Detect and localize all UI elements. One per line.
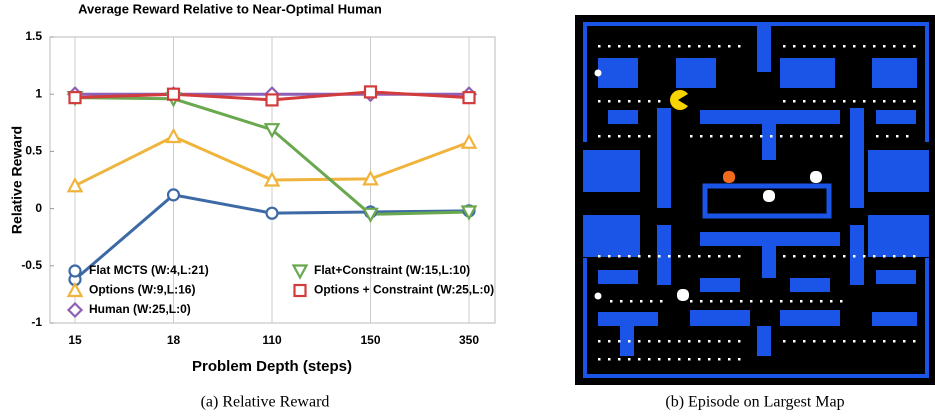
- legend-marker: [295, 285, 306, 296]
- y-tick-label: -0.5: [21, 258, 42, 272]
- x-tick-label: 350: [459, 333, 479, 347]
- data-point: [267, 208, 278, 219]
- legend-marker: [69, 284, 82, 296]
- legend-label: Flat MCTS (W:4,L:21): [89, 263, 209, 277]
- x-tick-label: 18: [167, 333, 181, 347]
- legend-label: Flat+Constraint (W:15,L:10): [314, 263, 470, 277]
- data-point: [168, 189, 179, 200]
- y-tick-label: 0: [35, 201, 42, 215]
- caption: (b) Episode on Largest Map: [665, 394, 844, 411]
- x-tick-label: 110: [262, 333, 282, 347]
- data-point: [69, 179, 82, 191]
- caption: (a) Relative Reward: [201, 394, 330, 411]
- data-point: [168, 89, 179, 100]
- y-tick-label: 0.5: [25, 144, 42, 158]
- x-axis-label: Problem Depth (steps): [192, 358, 352, 375]
- legend-label: Options + Constraint (W:25,L:0): [314, 283, 494, 297]
- legend-marker: [70, 266, 81, 277]
- legend-marker: [69, 304, 82, 317]
- y-axis-label: Relative Reward: [9, 126, 25, 234]
- chart-title: Average Reward Relative to Near-Optimal …: [78, 1, 382, 16]
- figure: Average Reward Relative to Near-Optimal …: [0, 0, 935, 417]
- data-point: [267, 94, 278, 105]
- y-tick-label: 1: [35, 86, 42, 100]
- pacman-maze: [575, 15, 935, 385]
- data-point: [464, 92, 475, 103]
- x-tick-label: 150: [360, 333, 380, 347]
- data-point: [70, 92, 81, 103]
- legend-label: Options (W:9,L:16): [89, 283, 195, 297]
- legend-label: Human (W:25,L:0): [89, 302, 191, 316]
- legend-marker: [294, 266, 307, 278]
- data-point: [365, 86, 376, 97]
- y-tick-label: -1: [31, 315, 42, 329]
- y-tick-label: 1.5: [25, 29, 42, 43]
- x-tick-label: 15: [68, 333, 82, 347]
- data-point: [167, 130, 180, 142]
- data-point: [463, 136, 476, 148]
